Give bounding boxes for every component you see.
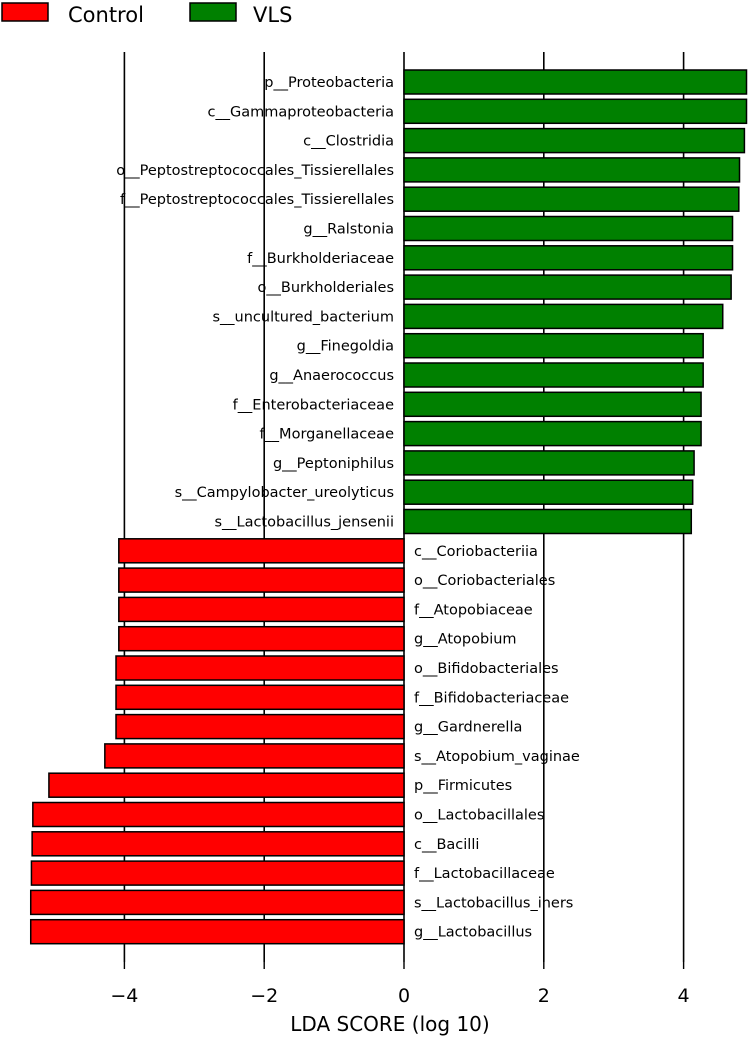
bar-control: [31, 831, 405, 857]
bar-vls: [403, 508, 693, 535]
bar-label: o__Coriobacteriales: [414, 573, 555, 589]
bar-label: g__Anaerococcus: [269, 368, 394, 384]
x-axis: LDA SCORE (log 10) −4 −2 0 2 4: [110, 962, 690, 1036]
bar-vls: [403, 69, 748, 95]
bar-label: o__Bifidobacteriales: [414, 661, 559, 677]
bar-label: f__Enterobacteriaceae: [233, 397, 394, 413]
x-tick-label: 4: [678, 985, 690, 1007]
bar-label: f__Atopobiaceae: [414, 602, 533, 618]
bar-vls: [403, 157, 741, 183]
bar-label: o__Lactobacillales: [414, 808, 544, 824]
bar-label: c__Clostridia: [303, 134, 394, 150]
bar-vls: [403, 245, 734, 271]
bar-label: f__Bifidobacteriaceae: [414, 690, 569, 706]
bar-label: f__Peptostreptococcales_Tissierellales: [120, 192, 394, 208]
x-tick-label: −4: [110, 985, 138, 1007]
bar-label: f__Morganellaceae: [259, 427, 394, 443]
bar-label: f__Lactobacillaceae: [414, 866, 555, 882]
bar-label: f__Burkholderiaceae: [247, 251, 394, 267]
bar-label: o__Burkholderiales: [258, 280, 394, 296]
bar-vls: [403, 450, 695, 476]
bar-vls: [403, 98, 748, 125]
bar-control: [118, 567, 405, 593]
bar-control: [118, 538, 405, 564]
bar-vls: [403, 479, 694, 505]
bar-control: [32, 801, 405, 828]
bar-vls: [403, 274, 732, 300]
x-tick-label: 0: [398, 985, 410, 1007]
bar-label: g__Ralstonia: [303, 222, 394, 238]
bar-control: [29, 918, 405, 945]
bar-label: g__Lactobacillus: [414, 925, 532, 941]
bar-labels: p__Proteobacteria c__Gammaproteobacteriac…: [116, 75, 580, 941]
bar-vls: [403, 362, 704, 388]
bar-vls: [403, 186, 740, 212]
bar-vls: [403, 332, 704, 359]
bar-label: s__Campylobacter_ureolyticus: [175, 485, 394, 501]
bar-label: p__Proteobacteria: [264, 75, 394, 91]
bar-control: [48, 772, 405, 798]
bar-label: s__Lactobacillus_jensenii: [214, 515, 394, 531]
legend-swatch-vls: [189, 2, 237, 22]
bar-control: [118, 625, 405, 652]
x-tick-label: 2: [538, 985, 550, 1007]
bar-label: c__Bacilli: [414, 837, 479, 853]
bar-label: g__Gardnerella: [414, 720, 522, 736]
bar-vls: [403, 420, 702, 447]
bar-control: [115, 684, 405, 711]
bar-label: g__Finegoldia: [297, 339, 394, 355]
bar-label: s__uncultured_bacterium: [213, 309, 395, 325]
bar-label: c__Coriobacteriia: [414, 544, 538, 560]
bar-vls: [403, 127, 746, 154]
legend: Control VLS: [1, 2, 292, 27]
bar-label: g__Peptoniphilus: [273, 456, 394, 472]
bar-control: [104, 743, 405, 769]
bar-vls: [403, 303, 724, 330]
legend-label-control: Control: [68, 3, 144, 27]
bar-label: g__Atopobium: [414, 632, 517, 648]
bar-label: c__Gammaproteobacteria: [208, 104, 394, 120]
bar-control: [29, 889, 405, 916]
legend-label-vls: VLS: [253, 3, 292, 27]
bar-control: [118, 596, 405, 623]
bar-control: [115, 713, 405, 740]
bar-label: s__Lactobacillus_iners: [414, 895, 573, 911]
x-tick-label: −2: [250, 985, 278, 1007]
bar-label: p__Firmicutes: [414, 778, 512, 794]
bars: [29, 69, 748, 945]
legend-swatch-control: [1, 2, 49, 22]
bar-control: [115, 655, 405, 681]
x-axis-title: LDA SCORE (log 10): [290, 1012, 489, 1036]
bar-label: s__Atopobium_vaginae: [414, 749, 580, 765]
bar-vls: [403, 391, 702, 418]
bar-vls: [403, 215, 734, 242]
bar-control: [30, 860, 405, 886]
bar-label: o__Peptostreptococcales_Tissierellales: [116, 163, 394, 179]
